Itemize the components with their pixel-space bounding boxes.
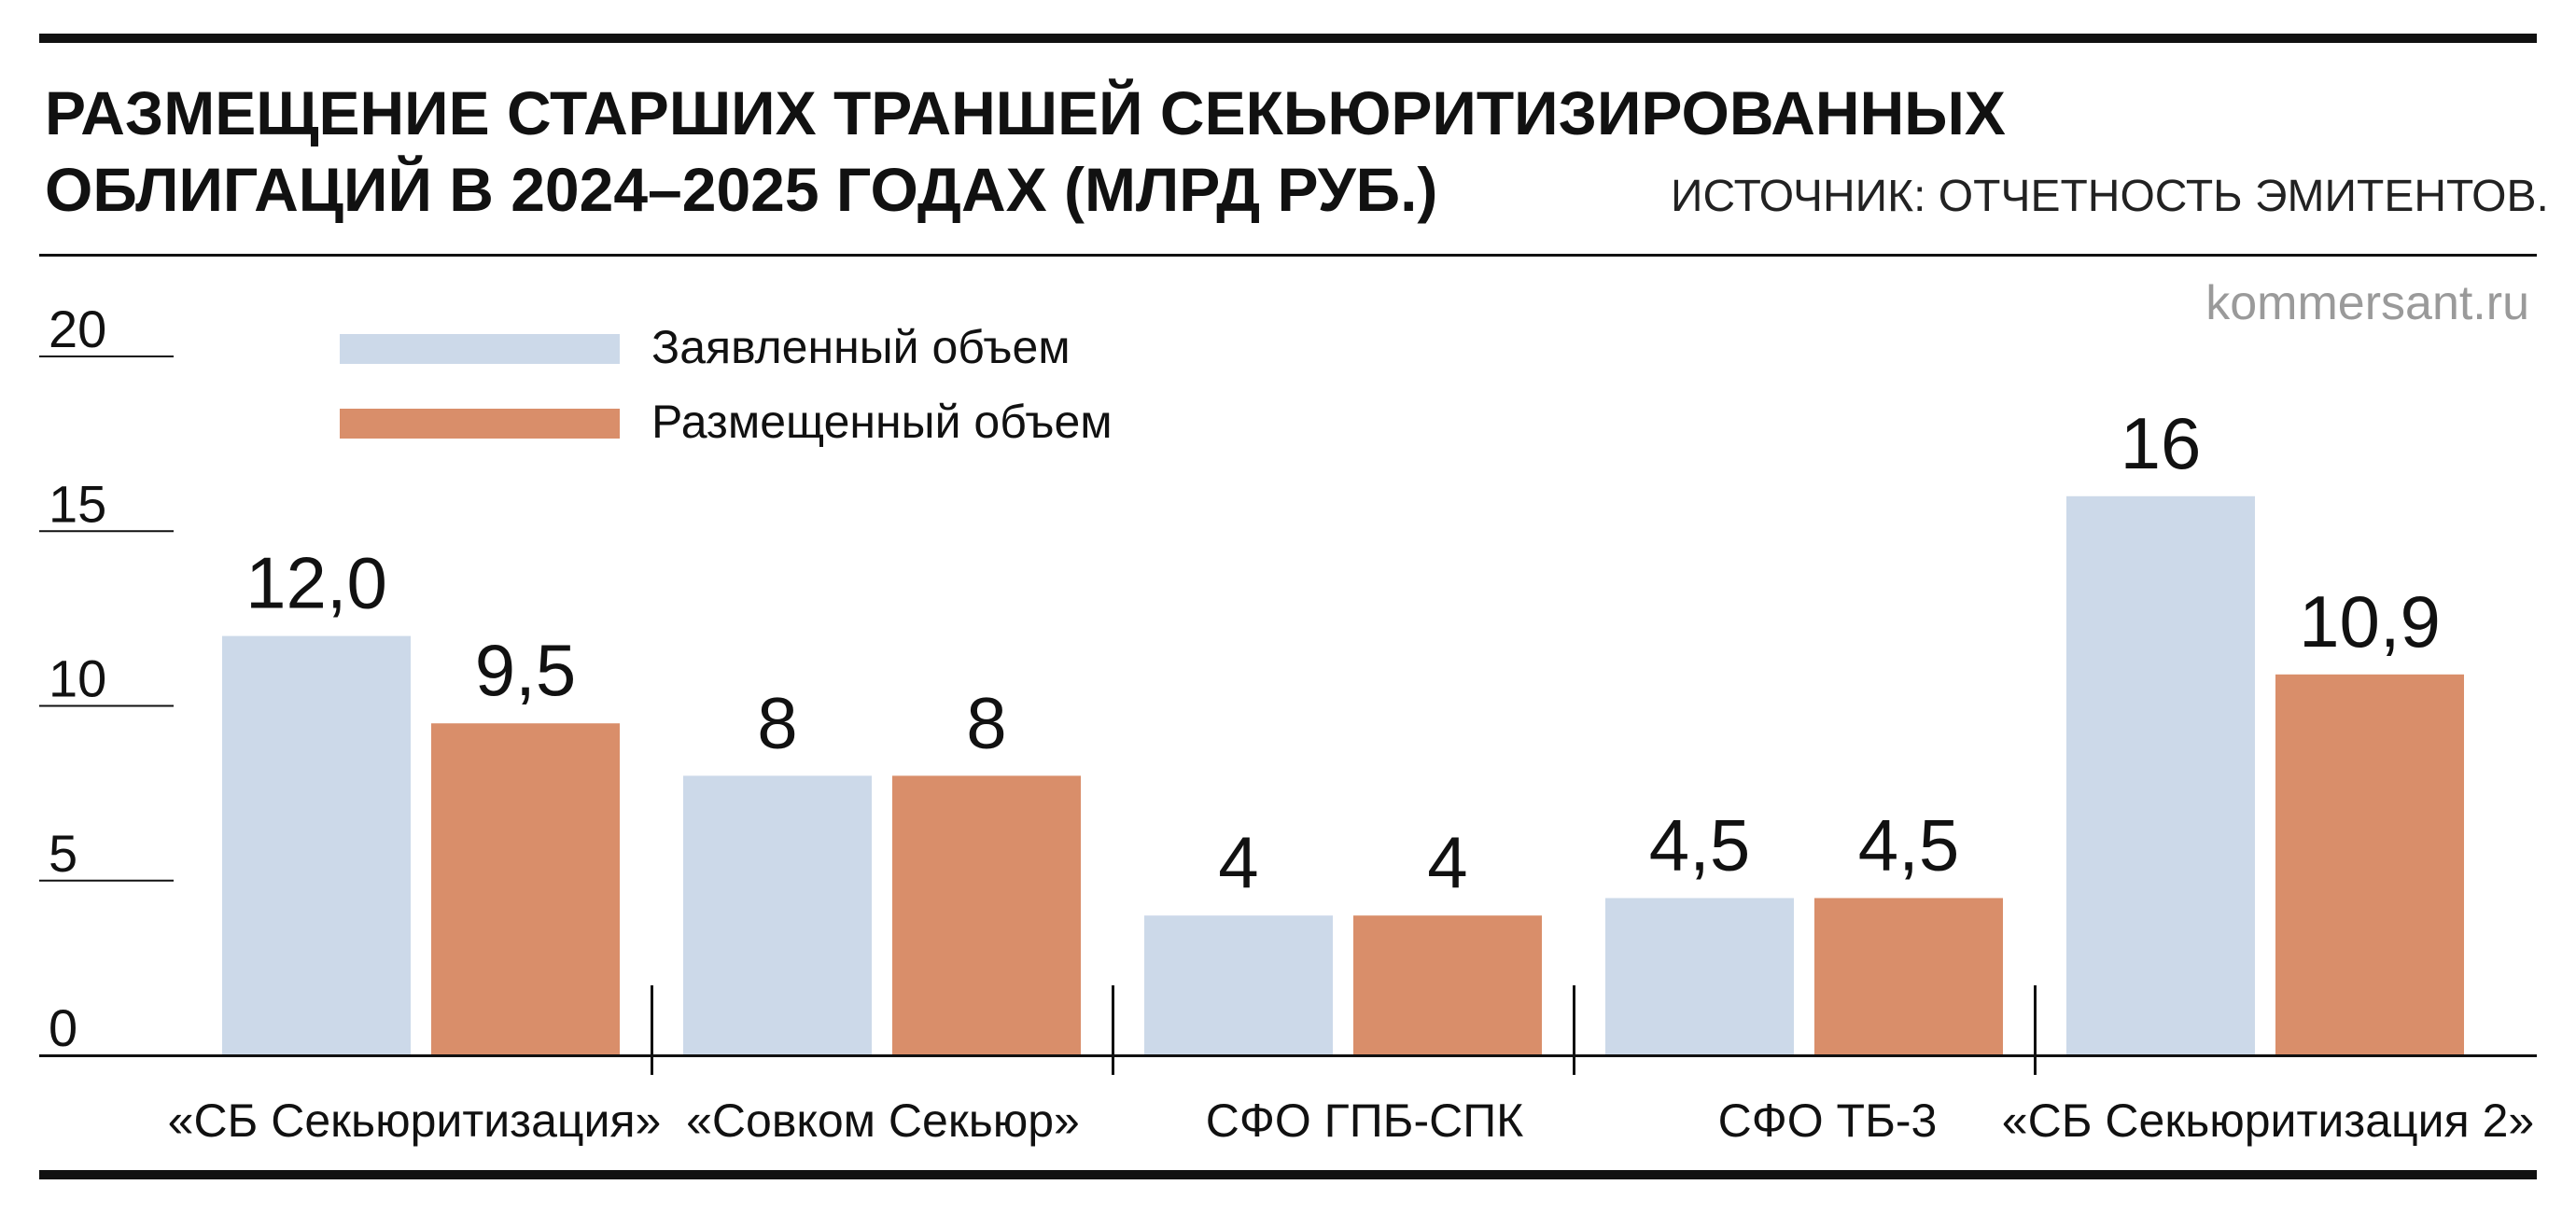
bar-placed: [1814, 898, 2003, 1055]
y-tick-label: 15: [49, 474, 106, 533]
site-watermark: kommersant.ru: [2205, 276, 2529, 330]
category-label: «СБ Секьюритизация 2»: [2002, 1094, 2534, 1147]
header-divider: [39, 254, 2537, 257]
bottom-rule: [39, 1170, 2537, 1179]
data-label: 8: [966, 681, 1006, 763]
bar-declared: [1144, 915, 1333, 1055]
bar-declared: [683, 775, 872, 1055]
y-tick-label: 0: [49, 998, 77, 1057]
source-note: ИСТОЧНИК: ОТЧЕТНОСТЬ ЭМИТЕНТОВ.: [1671, 172, 2549, 221]
bar-placed: [2275, 674, 2464, 1055]
legend-swatch-declared: [340, 334, 620, 364]
y-tick-mark: [39, 356, 174, 357]
top-rule: [39, 34, 2537, 43]
y-tick-mark: [39, 530, 174, 533]
bar-placed: [892, 775, 1081, 1055]
chart-title-line2: ОБЛИГАЦИЙ В 2024–2025 ГОДАХ (МЛРД РУБ.): [45, 154, 1437, 224]
category-separator: [2034, 985, 2037, 1075]
legend-swatch-placed: [340, 409, 620, 439]
y-tick-mark: [39, 704, 174, 707]
category-separator: [1112, 985, 1114, 1075]
y-tick-label: 10: [49, 649, 106, 708]
y-tick-mark: [39, 879, 174, 882]
legend-label-placed: Размещенный объем: [651, 396, 1113, 448]
data-label: 16: [2121, 402, 2202, 484]
data-label: 8: [757, 681, 797, 763]
data-label: 9,5: [475, 629, 576, 711]
legend-label-declared: Заявленный объем: [651, 321, 1071, 373]
category-separators: [651, 985, 2037, 1075]
bar-placed: [1353, 915, 1542, 1055]
category-label: «Совком Секьюр»: [686, 1094, 1080, 1147]
data-label: 4: [1427, 821, 1467, 903]
category-labels: «СБ Секьюритизация» «Совком Секьюр» СФО ГП…: [168, 1094, 2535, 1147]
data-label: 4,5: [1649, 803, 1750, 885]
category-label: СФО ГПБ-СПК: [1206, 1094, 1524, 1147]
data-label: 4: [1218, 821, 1258, 903]
legend: Заявленный объем Размещенный объем: [340, 321, 1113, 448]
bar-declared: [2066, 495, 2255, 1055]
bars-group: 12,0 9,5 8 8 4 4 4,5 4,5 16 10,9: [222, 402, 2464, 1055]
category-separator: [1573, 985, 1575, 1075]
bar-declared: [1605, 898, 1794, 1055]
category-label: «СБ Секьюритизация»: [168, 1094, 662, 1147]
data-label: 4,5: [1858, 803, 1959, 885]
x-axis-baseline: [39, 1054, 2537, 1057]
category-separator: [651, 985, 653, 1075]
category-label: СФО ТБ-3: [1718, 1094, 1938, 1147]
y-axis: 0 5 10 15 20: [39, 300, 174, 1057]
y-tick-label: 5: [49, 824, 77, 883]
data-label: 10,9: [2299, 580, 2441, 662]
chart-title-line1: РАЗМЕЩЕНИЕ СТАРШИХ ТРАНШЕЙ СЕКЬЮРИТИЗИРО…: [45, 77, 2006, 147]
data-label: 12,0: [245, 542, 387, 624]
bar-placed: [431, 723, 620, 1055]
y-tick-label: 20: [49, 300, 106, 358]
bar-declared: [222, 635, 411, 1055]
